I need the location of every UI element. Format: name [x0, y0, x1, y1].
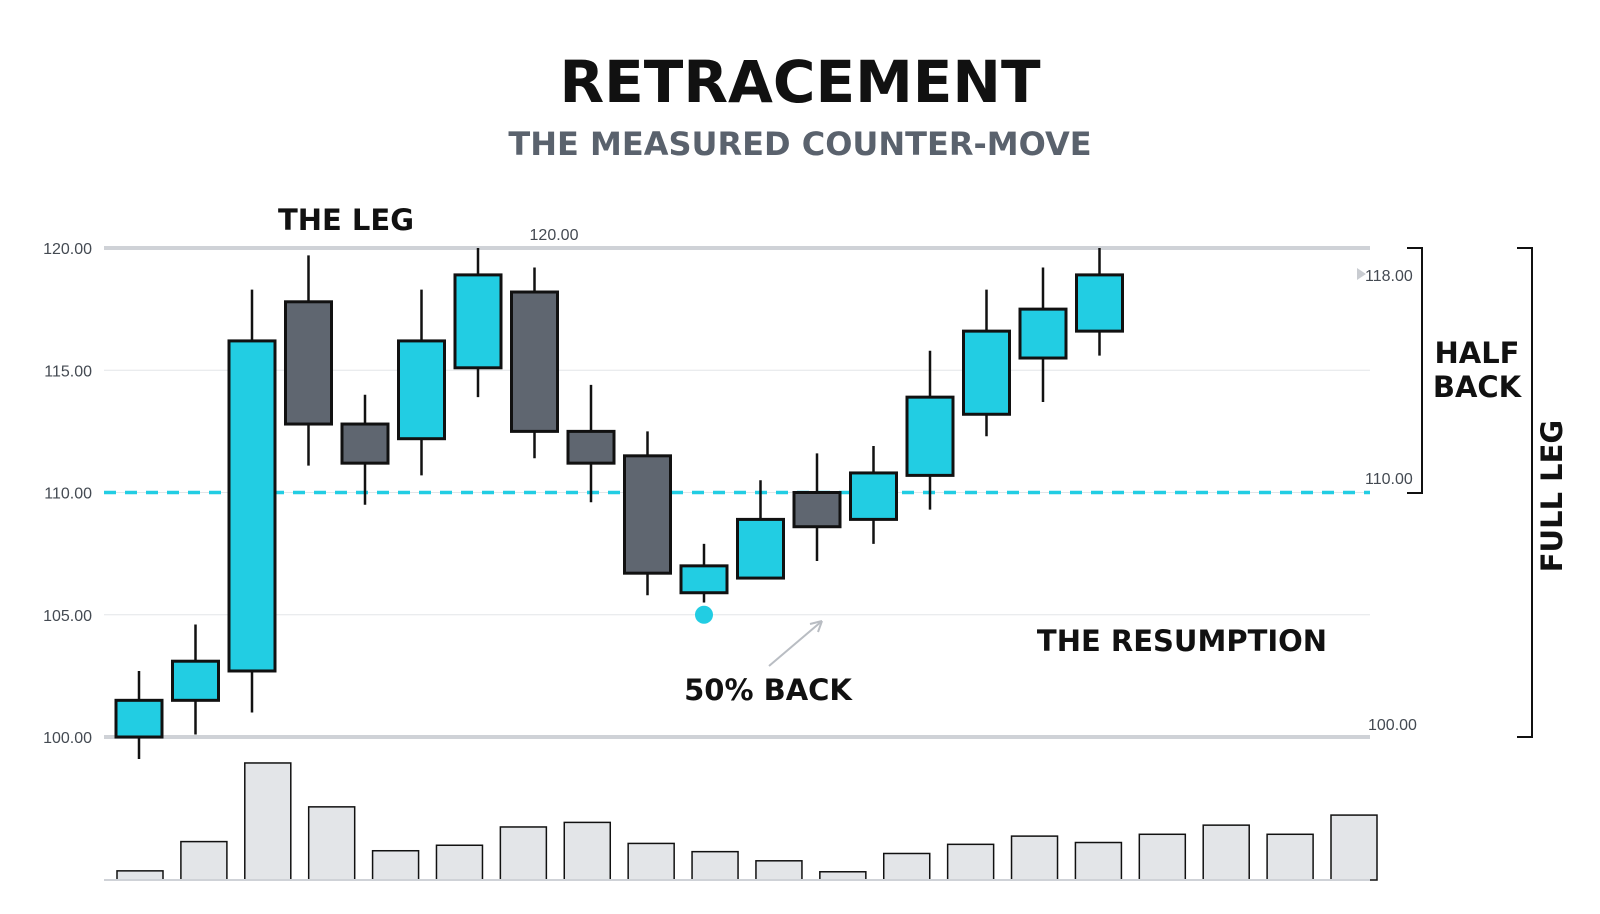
- bull-candle: [1018, 307, 1068, 360]
- full-leg-label: FULL LEG: [1535, 420, 1569, 573]
- peak-label: 120.00: [530, 227, 579, 244]
- pointer-arrow-head: [809, 620, 823, 633]
- volume-bar: [627, 842, 675, 881]
- bull-candle: [736, 517, 785, 580]
- volume-bars: [104, 762, 1378, 881]
- pointer-arrow-line: [768, 620, 823, 667]
- volume-bar: [1202, 824, 1250, 881]
- leg-label: THE LEG: [278, 203, 414, 237]
- volume-bar: [946, 843, 995, 881]
- price-pointer-icon: [1357, 268, 1366, 280]
- volume-bar: [563, 821, 612, 881]
- bull-candle: [962, 329, 1011, 416]
- volume-bar: [691, 850, 739, 881]
- volume-bar: [244, 762, 292, 881]
- volume-bar: [307, 806, 356, 881]
- half-back-label-line1: HALF: [1434, 336, 1519, 370]
- chart-subtitle: THE MEASURED COUNTER-MOVE: [508, 125, 1091, 163]
- bear-candle: [792, 491, 842, 529]
- volume-bar: [1330, 814, 1378, 881]
- bear-candle: [623, 454, 672, 575]
- bull-candle: [453, 273, 503, 370]
- volume-bar: [435, 844, 484, 881]
- grid: [104, 246, 1370, 739]
- low-marker-dot: [695, 605, 713, 624]
- bull-candle: [1075, 273, 1124, 333]
- y-tick-label: 110.00: [44, 486, 92, 503]
- right-label-bottom: 100.00: [1368, 717, 1417, 734]
- bear-candle: [510, 290, 559, 433]
- bull-candle: [849, 471, 898, 521]
- right-label-mid: 110.00: [1365, 471, 1413, 488]
- bull-candle: [227, 339, 277, 673]
- volume-bar: [371, 849, 420, 881]
- volume-bar: [1074, 841, 1123, 881]
- y-tick-label: 100.00: [43, 730, 92, 747]
- bull-candle: [905, 395, 955, 477]
- bear-candle: [340, 422, 390, 465]
- chart-title: RETRACEMENT: [559, 48, 1040, 116]
- y-tick-label: 120.00: [43, 241, 92, 258]
- fifty-back-label: 50% BACK: [684, 673, 853, 707]
- bull-candle: [114, 698, 164, 739]
- half-back-label-line2: BACK: [1433, 370, 1523, 404]
- bull-candle: [679, 564, 729, 595]
- y-tick-label: 115.00: [44, 363, 92, 380]
- bull-candle: [171, 659, 220, 702]
- candles: [114, 248, 1124, 760]
- right-label-top: 118.00: [1365, 268, 1413, 285]
- volume-bar: [1138, 833, 1187, 881]
- volume-bar: [1010, 835, 1059, 881]
- bull-candle: [397, 339, 446, 441]
- volume-bar: [499, 826, 548, 881]
- volume-bar: [1266, 833, 1314, 881]
- volume-bar: [116, 870, 164, 881]
- volume-bar: [819, 871, 867, 881]
- bear-candle: [284, 300, 333, 426]
- y-axis-ticks: 100.00 105.00 110.00 115.00 120.00: [43, 241, 92, 747]
- bear-candle: [566, 429, 616, 465]
- volume-bar: [180, 840, 228, 881]
- y-tick-label: 105.00: [43, 608, 92, 625]
- half-back-bracket: [1407, 247, 1423, 494]
- volume-bar: [755, 860, 803, 881]
- volume-bar: [882, 852, 931, 881]
- full-leg-bracket: [1517, 247, 1533, 738]
- resumption-label: THE RESUMPTION: [1037, 624, 1327, 658]
